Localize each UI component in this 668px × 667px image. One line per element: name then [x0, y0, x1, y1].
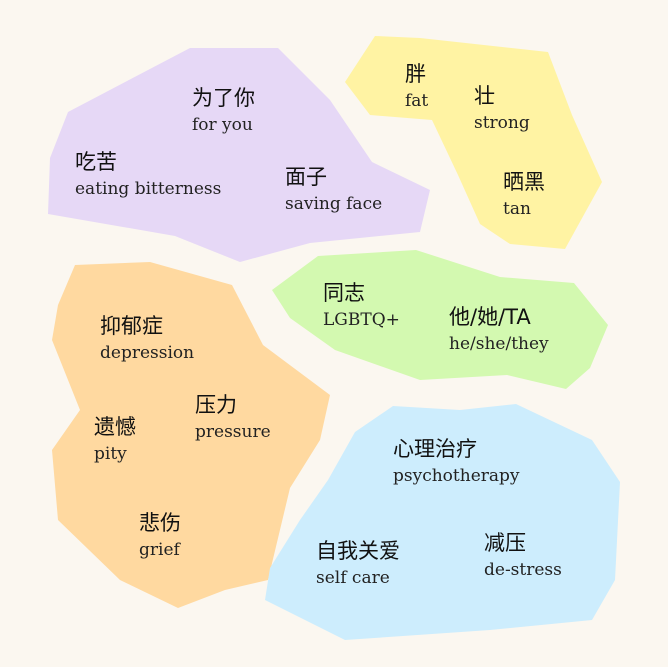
term-english: strong: [474, 113, 530, 133]
term-english: depression: [100, 343, 195, 363]
yellow-blob: [345, 36, 602, 249]
term-english: saving face: [285, 194, 383, 214]
term-depression: 抑郁症 depression: [100, 316, 194, 362]
term-english: grief: [139, 540, 180, 560]
term-english: de-stress: [484, 560, 562, 580]
term-saving-face: 面子 saving face: [285, 167, 382, 213]
term-english: pity: [94, 444, 127, 464]
term-pressure: 压力 pressure: [195, 395, 271, 441]
term-self-care: 自我关爱 self care: [316, 541, 400, 587]
green-blob: [272, 250, 608, 389]
term-chinese: 心理治疗: [393, 437, 477, 461]
term-grief: 悲伤 grief: [139, 513, 181, 559]
blue-blob: [265, 404, 620, 640]
term-chinese: 减压: [484, 531, 526, 555]
term-chinese: 同志: [323, 281, 365, 305]
term-chinese: 抑郁症: [100, 314, 163, 338]
term-chinese: 吃苦: [75, 150, 117, 174]
term-chinese: 他/她/TA: [449, 305, 531, 329]
term-english: LGBTQ+: [323, 310, 400, 330]
term-tan: 晒黑 tan: [503, 172, 545, 218]
term-lgbtq: 同志 LGBTQ+: [323, 283, 400, 329]
term-english: eating bitterness: [75, 179, 222, 199]
term-chinese: 晒黑: [503, 170, 545, 194]
term-chinese: 壮: [474, 84, 495, 108]
term-chinese: 自我关爱: [316, 539, 400, 563]
term-english: self care: [316, 568, 390, 588]
term-english: pressure: [195, 422, 271, 442]
term-psychotherapy: 心理治疗 psychotherapy: [393, 439, 520, 485]
term-english: for you: [192, 115, 253, 135]
term-chinese: 遗憾: [94, 415, 136, 439]
term-chinese: 胖: [405, 62, 426, 86]
term-pronouns: 他/她/TA he/she/they: [449, 307, 549, 353]
term-english: he/she/they: [449, 334, 549, 354]
term-for-you: 为了你 for you: [192, 88, 255, 134]
term-eating-bitterness: 吃苦 eating bitterness: [75, 152, 221, 198]
term-strong: 壮 strong: [474, 86, 530, 132]
purple-blob: [48, 48, 430, 262]
term-pity: 遗憾 pity: [94, 417, 136, 463]
term-fat: 胖 fat: [405, 64, 428, 110]
term-chinese: 压力: [195, 393, 237, 417]
term-de-stress: 减压 de-stress: [484, 533, 562, 579]
term-english: tan: [503, 199, 531, 219]
term-chinese: 为了你: [192, 86, 255, 110]
orange-blob: [52, 262, 330, 608]
term-chinese: 面子: [285, 165, 327, 189]
term-english: psychotherapy: [393, 466, 520, 486]
term-english: fat: [405, 91, 429, 111]
term-chinese: 悲伤: [139, 511, 181, 535]
